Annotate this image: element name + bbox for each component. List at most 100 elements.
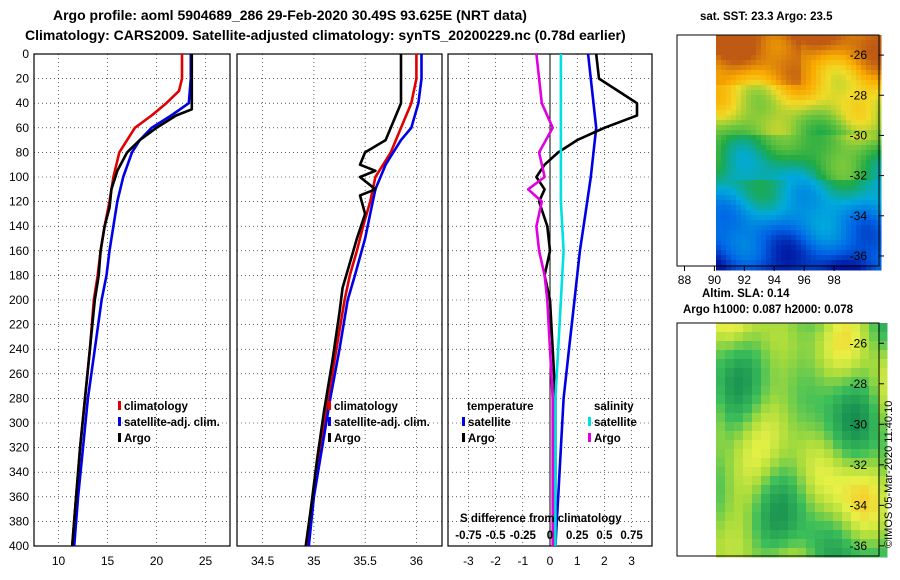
map-cell — [806, 265, 812, 271]
map-cell — [771, 135, 777, 141]
map-cell — [751, 160, 757, 166]
map-cell — [878, 548, 888, 558]
map-cell — [866, 175, 872, 181]
map-cell — [741, 215, 747, 221]
map-cell — [815, 485, 825, 495]
map-cell — [821, 245, 827, 251]
map-cell — [766, 60, 772, 66]
map-cell — [821, 90, 827, 96]
map-cell — [811, 200, 817, 206]
map-cell — [721, 130, 727, 136]
map-cell — [786, 165, 792, 171]
map-cell — [766, 190, 772, 196]
map-cell — [821, 200, 827, 206]
map-cell — [821, 170, 827, 176]
map-cell — [781, 225, 787, 231]
map-cell — [766, 165, 772, 171]
map-cell — [816, 35, 822, 41]
map-cell — [766, 235, 772, 241]
map-cell — [736, 145, 742, 151]
map-cell — [761, 530, 771, 540]
map-cell — [831, 230, 837, 236]
map-cell — [824, 512, 834, 522]
map-cell — [831, 50, 837, 56]
map-cell — [856, 125, 862, 131]
map-cell — [851, 140, 857, 146]
map-cell — [736, 210, 742, 216]
map-cell — [761, 350, 771, 360]
map-cell — [716, 503, 726, 513]
map-cell — [736, 55, 742, 61]
y-tick-label: 240 — [9, 342, 29, 356]
map-cell — [761, 235, 767, 241]
map-cell — [776, 230, 782, 236]
map-cell — [821, 150, 827, 156]
map-cell — [776, 145, 782, 151]
map-cell — [806, 65, 812, 71]
map-cell — [816, 145, 822, 151]
map-cell — [725, 494, 735, 504]
map-y-tick-label: -36 — [850, 539, 868, 553]
map-cell — [788, 359, 798, 369]
map-cell — [756, 110, 762, 116]
map-cell — [716, 190, 722, 196]
map-cell — [741, 175, 747, 181]
map-cell — [786, 95, 792, 101]
map-cell — [815, 341, 825, 351]
map-cell — [779, 512, 789, 522]
map-cell — [731, 190, 737, 196]
map-cell — [851, 70, 857, 76]
map-cell — [878, 485, 888, 495]
map-cell — [816, 45, 822, 51]
map-cell — [736, 135, 742, 141]
map-cell — [831, 195, 837, 201]
map-cell — [801, 70, 807, 76]
map-cell — [781, 245, 787, 251]
map-cell — [746, 60, 752, 66]
map-cell — [786, 205, 792, 211]
map-cell — [851, 265, 857, 271]
map-cell — [734, 368, 744, 378]
map-cell — [846, 130, 852, 136]
map-y-tick-label: -34 — [850, 209, 868, 223]
map-cell — [866, 250, 872, 256]
map-cell — [741, 85, 747, 91]
map-cell — [811, 210, 817, 216]
map-cell — [761, 512, 771, 522]
map-cell — [866, 200, 872, 206]
map-cell — [752, 359, 762, 369]
map-cell — [871, 125, 877, 131]
map-cell — [860, 548, 870, 558]
map-cell — [806, 530, 816, 540]
map-cell — [836, 95, 842, 101]
map-cell — [746, 150, 752, 156]
sla-map: -26-28-30-32-34-36 — [676, 322, 888, 558]
map-cell — [831, 65, 837, 71]
map-cell — [786, 150, 792, 156]
map-cell — [731, 265, 737, 271]
map-cell — [816, 150, 822, 156]
map-cell — [741, 125, 747, 131]
map-cell — [821, 155, 827, 161]
map-cell — [866, 210, 872, 216]
map-cell — [743, 386, 753, 396]
map-cell — [716, 110, 722, 116]
map-cell — [734, 350, 744, 360]
map-cell — [856, 90, 862, 96]
map-cell — [816, 140, 822, 146]
map-cell — [801, 260, 807, 266]
map-cell — [806, 185, 812, 191]
plot-frame — [236, 53, 443, 547]
map-cell — [791, 155, 797, 161]
x-tick-label: 35 — [307, 554, 321, 568]
map-cell — [841, 65, 847, 71]
map-cell — [746, 70, 752, 76]
map-cell — [734, 413, 744, 423]
map-cell — [806, 195, 812, 201]
map-cell — [716, 530, 726, 540]
map-cell — [791, 125, 797, 131]
map-cell — [851, 65, 857, 71]
map-cell — [731, 50, 737, 56]
map-cell — [786, 135, 792, 141]
map-cell — [831, 125, 837, 131]
